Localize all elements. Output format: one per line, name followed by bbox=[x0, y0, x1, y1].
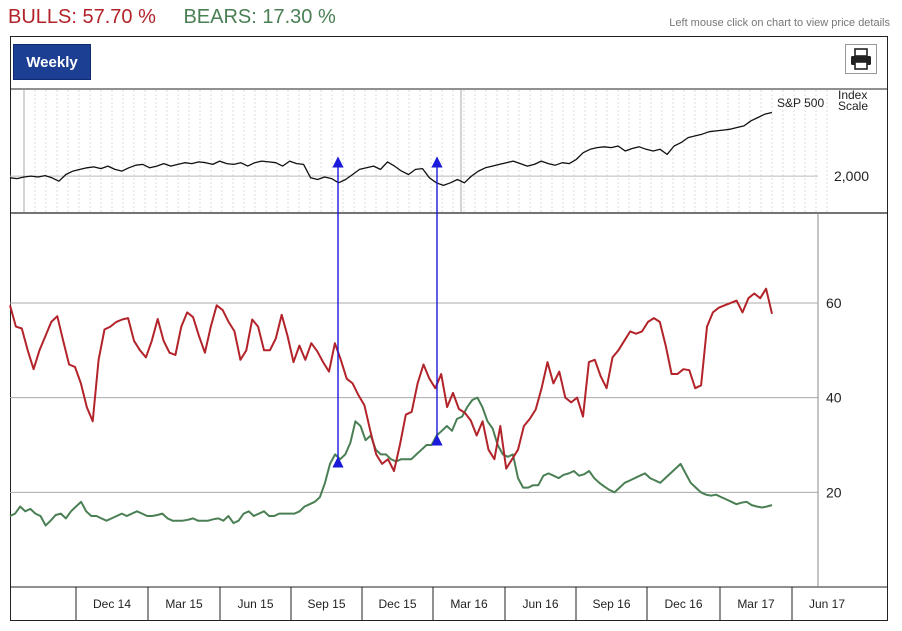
x-tick-label: Dec 14 bbox=[93, 597, 131, 611]
y-tick-60: 60 bbox=[826, 295, 842, 311]
y-tick-40: 40 bbox=[826, 390, 842, 406]
x-tick-label: Jun 16 bbox=[522, 597, 558, 611]
x-tick-label: Mar 15 bbox=[165, 597, 203, 611]
sentiment-chart[interactable]: 2,000IndexScale204060S&P 500Dec 14 Mar 15… bbox=[0, 0, 902, 631]
x-tick-label: Dec 15 bbox=[378, 597, 416, 611]
y-tick-20: 20 bbox=[826, 484, 842, 500]
bears-line bbox=[10, 398, 772, 526]
x-tick-label: Mar 17 bbox=[737, 597, 775, 611]
bulls-line bbox=[10, 289, 772, 471]
x-tick-label: Sep 16 bbox=[592, 597, 630, 611]
y-tick-2000: 2,000 bbox=[834, 168, 869, 184]
x-tick-label: Jun 17 bbox=[809, 597, 845, 611]
x-tick-label: Dec 16 bbox=[664, 597, 702, 611]
x-tick-label: Mar 16 bbox=[450, 597, 488, 611]
x-tick-label: Sep 15 bbox=[307, 597, 345, 611]
sp500-line bbox=[10, 113, 772, 186]
sp500-label: S&P 500 bbox=[777, 96, 824, 110]
index-scale-label: Scale bbox=[838, 99, 868, 113]
x-tick-label: Jun 15 bbox=[237, 597, 273, 611]
